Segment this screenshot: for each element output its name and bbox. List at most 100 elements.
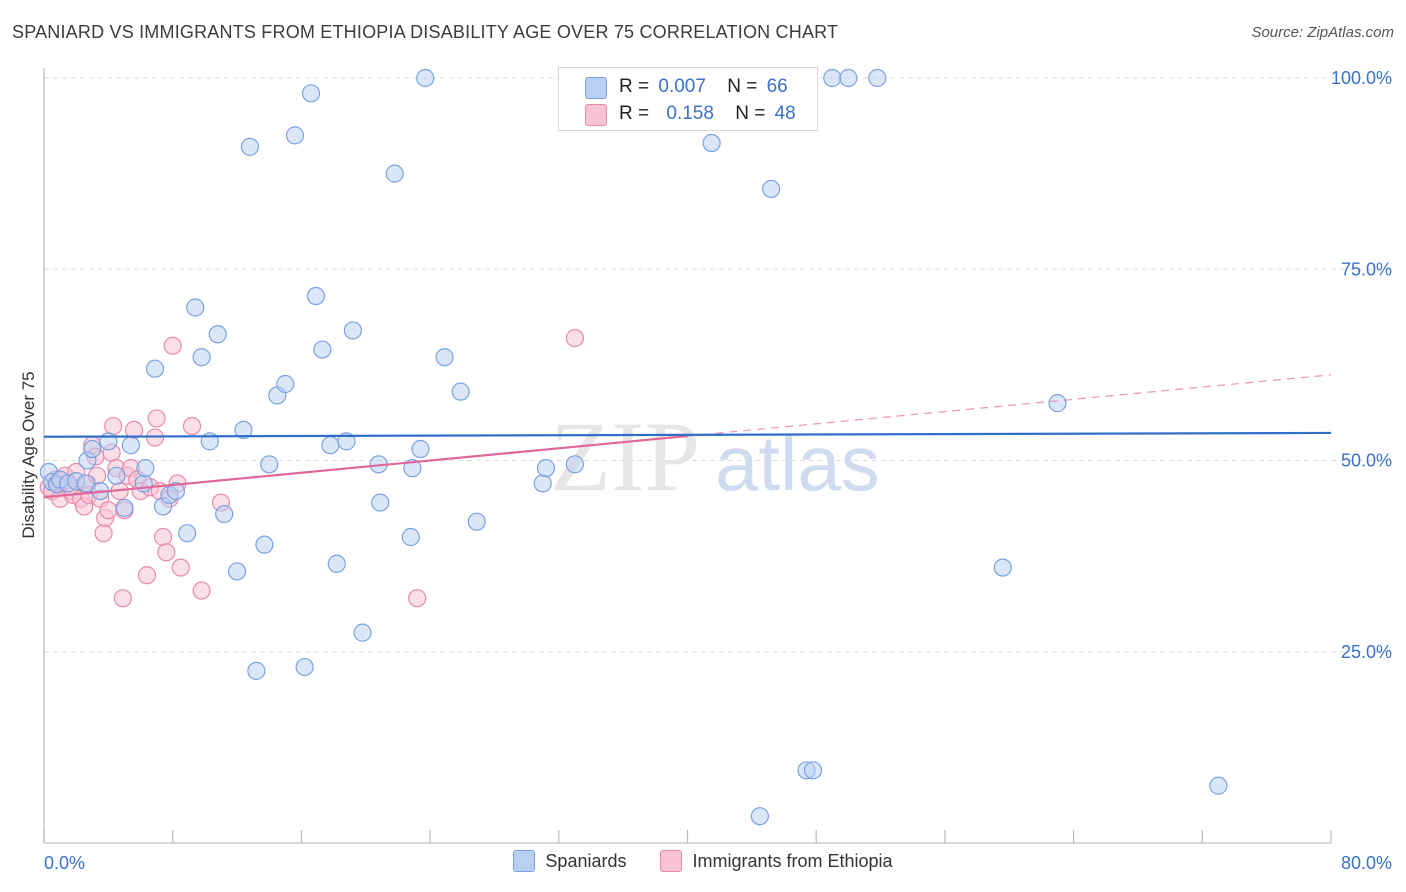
spaniards-point (83, 439, 102, 459)
ethiopia-point (192, 581, 211, 600)
ethiopia-point (565, 329, 584, 348)
spaniards-point (435, 348, 454, 367)
spaniards-point (285, 126, 305, 145)
x-tick-label-min: 0.0% (44, 853, 85, 873)
y-tick-label: 25.0% (1341, 642, 1392, 662)
r-label: R = (619, 76, 650, 97)
chart-title: SPANIARD VS IMMIGRANTS FROM ETHIOPIA DIS… (12, 22, 839, 42)
ethiopia-point (147, 409, 166, 428)
spaniards-point (192, 348, 211, 367)
legend-item-ethiopia[interactable]: Immigrants from Ethiopia (660, 850, 893, 872)
spaniards-point (536, 459, 556, 478)
spaniards-point (803, 761, 823, 780)
spaniards-point (868, 68, 887, 88)
legend-item-spaniards[interactable]: Spaniards (513, 850, 626, 872)
spaniards-point (565, 455, 584, 474)
ethiopia-point (153, 527, 173, 547)
spaniards-point (823, 68, 842, 88)
ethiopia-point (113, 589, 132, 608)
series-legend: Spaniards Immigrants from Ethiopia (0, 850, 1406, 872)
spaniards-point (401, 527, 420, 547)
y-tick-label: 50.0% (1341, 451, 1392, 471)
spaniards-point (1048, 394, 1067, 413)
spaniards-point (240, 137, 260, 156)
n-label: N = (735, 103, 766, 124)
n-value-ethiopia: 48 (774, 103, 796, 124)
spaniards-legend-swatch (513, 850, 536, 872)
ethiopia-point (137, 566, 157, 585)
spaniards-point (234, 420, 253, 439)
y-tick-label: 100.0% (1331, 68, 1392, 88)
spaniards-point (993, 558, 1012, 577)
spaniards-point (178, 524, 197, 543)
spaniards-point (276, 374, 295, 394)
spaniards-point (227, 562, 247, 581)
watermark-atlas: atlas (715, 419, 880, 507)
spaniards-point (121, 436, 140, 455)
spaniards-point (321, 436, 340, 455)
n-label: N = (727, 76, 758, 97)
axes (43, 68, 1332, 844)
spaniards-point (1209, 776, 1228, 795)
ethiopia-point (171, 558, 190, 577)
ethiopia-swatch (585, 104, 607, 126)
spaniards-point (343, 321, 362, 340)
spaniards-point (166, 482, 186, 501)
spaniards-point (115, 498, 134, 518)
spaniards-point (533, 474, 552, 493)
spaniards-point (76, 474, 95, 493)
x-tick-label-max: 80.0% (1341, 853, 1392, 873)
legend-row-spaniards-text: R = 0.007 N = 66 (619, 76, 788, 98)
spaniards-point (411, 439, 430, 459)
y-tick-label: 75.0% (1341, 259, 1392, 279)
spaniards-point (337, 432, 356, 451)
y-tick-labels: 25.0% 50.0% 75.0% 100.0% (1331, 68, 1392, 662)
spaniards-point (313, 340, 332, 359)
spaniards-trend-line (43, 431, 1332, 438)
spaniards-point (385, 164, 404, 183)
spaniards-point (416, 68, 435, 88)
spaniards-point (186, 298, 205, 317)
legend-row-ethiopia-text: R = 0.158 N = 48 (619, 103, 796, 125)
spaniards-point (839, 68, 858, 88)
r-value-ethiopia: 0.158 (666, 103, 714, 124)
spaniards-point (255, 535, 274, 554)
spaniards-point (295, 657, 314, 677)
legend-label-ethiopia: Immigrants from Ethiopia (692, 850, 893, 871)
spaniards-point (327, 554, 346, 573)
ethiopia-trend-line (43, 434, 688, 499)
spaniards-point (451, 382, 470, 401)
spaniards-point (215, 504, 234, 524)
spaniards-point (371, 493, 390, 512)
r-value-spaniards: 0.007 (658, 76, 706, 97)
grid (44, 77, 1392, 653)
ethiopia-point (182, 416, 202, 436)
spaniards-point (145, 359, 165, 378)
ethiopia-legend-swatch (660, 850, 683, 872)
spaniards-point (208, 325, 227, 344)
spaniards-point (107, 466, 126, 485)
spaniards-swatch (585, 77, 607, 99)
spaniards-point (353, 623, 372, 642)
ethiopia-point (157, 543, 176, 562)
spaniards-point (762, 179, 781, 199)
source-label: Source: ZipAtlas.com (1251, 24, 1394, 41)
n-value-spaniards: 66 (766, 76, 788, 97)
ethiopia-point (408, 589, 427, 608)
legend-label-spaniards: Spaniards (545, 850, 627, 871)
spaniards-point (702, 133, 721, 153)
spaniards-point (403, 459, 422, 478)
spaniards-point (467, 512, 486, 531)
y-axis-title: Disability Age Over 75 (19, 371, 38, 538)
spaniards-point (301, 84, 321, 103)
ethiopia-points (39, 329, 584, 608)
ethiopia-point (104, 416, 123, 436)
trend-lines (43, 374, 1332, 499)
spaniards-point (306, 286, 325, 306)
spaniards-point (136, 459, 155, 478)
spaniards-point (750, 807, 769, 826)
ethiopia-trend-extrapolated (687, 374, 1332, 437)
spaniards-point (260, 455, 279, 474)
spaniards-point (99, 432, 118, 451)
